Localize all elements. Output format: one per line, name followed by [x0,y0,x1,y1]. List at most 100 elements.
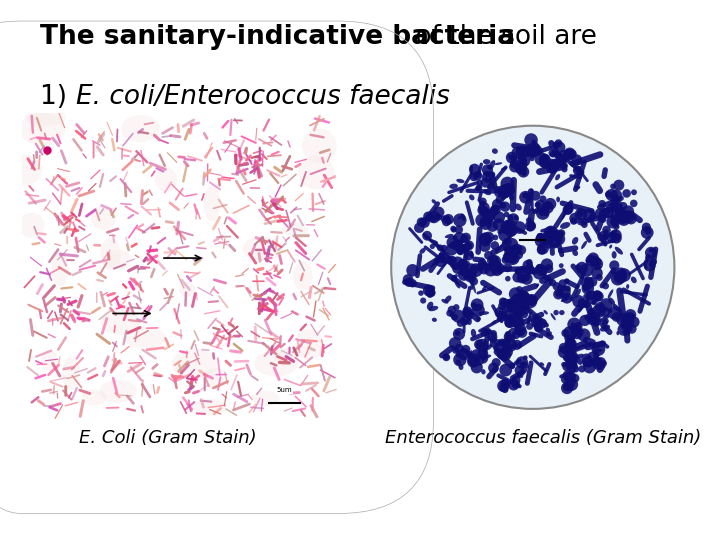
Circle shape [509,314,516,321]
Circle shape [484,263,498,276]
Circle shape [500,220,514,234]
Text: 1): 1) [40,84,75,110]
Ellipse shape [572,237,578,245]
Circle shape [516,296,525,305]
Circle shape [408,279,417,287]
Circle shape [455,330,460,336]
Ellipse shape [467,318,472,325]
Circle shape [469,173,477,181]
Circle shape [506,152,518,164]
Circle shape [521,161,528,168]
Circle shape [451,227,456,233]
Circle shape [571,374,580,382]
Circle shape [581,354,592,364]
Circle shape [585,278,592,285]
Circle shape [610,217,619,226]
Ellipse shape [554,310,559,315]
Circle shape [564,349,576,360]
Circle shape [476,339,489,352]
Circle shape [503,225,510,231]
Circle shape [517,168,521,172]
Circle shape [577,211,583,218]
Text: Enterococcus faecalis (Gram Stain): Enterococcus faecalis (Gram Stain) [385,429,701,447]
Circle shape [428,211,440,223]
Ellipse shape [471,329,476,338]
Circle shape [441,245,448,251]
Circle shape [464,240,474,251]
Circle shape [557,229,565,238]
Ellipse shape [472,283,476,293]
Circle shape [601,233,608,240]
Circle shape [522,274,528,281]
Circle shape [610,210,623,222]
Circle shape [466,242,472,249]
Circle shape [590,259,597,266]
Circle shape [575,264,581,270]
Circle shape [471,349,482,360]
Circle shape [544,211,549,217]
Circle shape [567,318,581,332]
Circle shape [595,274,603,281]
Circle shape [526,259,533,266]
Ellipse shape [486,344,492,350]
Circle shape [483,329,487,334]
Circle shape [645,254,652,261]
Circle shape [405,278,414,287]
Ellipse shape [252,391,279,406]
Circle shape [539,195,546,202]
Circle shape [593,304,606,318]
Circle shape [513,221,526,234]
Circle shape [563,326,577,340]
Circle shape [459,238,465,244]
Circle shape [487,332,498,342]
Circle shape [582,361,588,366]
Circle shape [500,310,508,319]
Ellipse shape [540,362,544,366]
Text: of the soil are: of the soil are [407,24,597,50]
Ellipse shape [491,320,496,325]
Circle shape [515,267,521,274]
Circle shape [521,158,527,165]
Circle shape [512,344,517,348]
Circle shape [602,320,608,326]
Ellipse shape [483,171,487,175]
Ellipse shape [482,355,491,359]
Circle shape [552,282,561,291]
Circle shape [479,233,492,246]
Ellipse shape [478,311,489,315]
Circle shape [610,190,622,202]
Circle shape [570,213,580,224]
Circle shape [532,319,542,329]
Circle shape [536,245,546,255]
Circle shape [505,184,513,192]
Circle shape [578,365,585,373]
Circle shape [606,215,620,228]
Ellipse shape [508,154,516,161]
Ellipse shape [441,299,449,303]
Circle shape [625,309,636,321]
Circle shape [539,154,551,166]
Circle shape [605,191,612,198]
Circle shape [502,240,508,245]
Circle shape [504,212,509,217]
Circle shape [502,256,510,264]
Ellipse shape [294,329,323,360]
Circle shape [505,306,519,320]
Ellipse shape [81,389,107,406]
Circle shape [476,184,482,191]
Ellipse shape [622,330,630,335]
Circle shape [550,152,556,158]
Ellipse shape [575,185,580,190]
Ellipse shape [492,346,500,352]
Circle shape [502,183,515,196]
Circle shape [577,267,582,273]
Ellipse shape [19,113,66,145]
Circle shape [544,198,557,210]
Ellipse shape [452,275,455,279]
Circle shape [525,220,536,232]
Circle shape [536,318,547,329]
Circle shape [625,213,636,225]
Ellipse shape [585,361,591,366]
Ellipse shape [469,350,472,358]
Ellipse shape [501,167,507,170]
